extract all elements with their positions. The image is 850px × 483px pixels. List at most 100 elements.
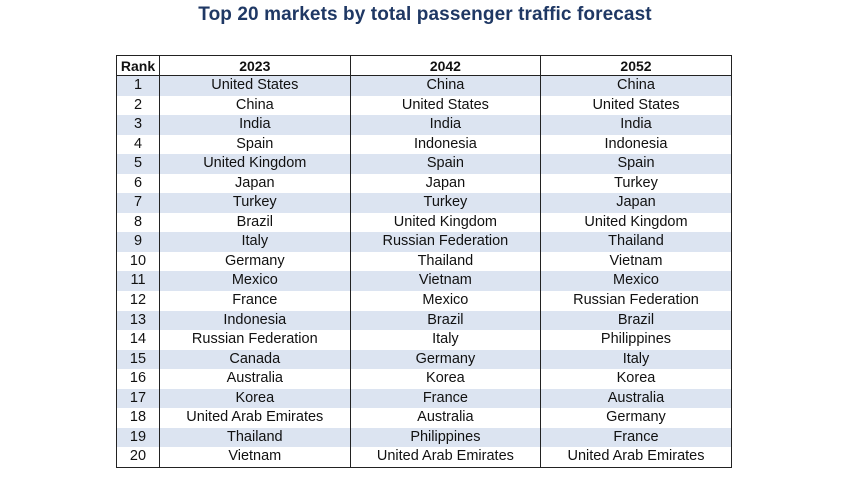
year-2042-cell: Australia: [349, 408, 542, 428]
year-2052-cell: Indonesia: [540, 134, 732, 155]
year-2052-cell: Mexico: [540, 271, 732, 292]
year-2023-cell: Indonesia: [159, 310, 351, 331]
table-row: 14 Russian Federation Italy Philippines: [116, 330, 732, 350]
year-2023-cell: Italy: [159, 232, 351, 252]
year-2023-cell: United Kingdom: [159, 154, 351, 174]
table-row: 12 France Mexico Russian Federation: [116, 291, 732, 311]
year-2052-cell: Japan: [540, 193, 732, 213]
year-2042-cell: United Kingdom: [349, 212, 542, 233]
rank-cell: 7: [116, 193, 160, 213]
year-2042-cell: Korea: [349, 369, 542, 389]
rank-cell: 5: [116, 154, 160, 174]
rank-cell: 12: [116, 291, 160, 311]
table-row: 9 Italy Russian Federation Thailand: [116, 232, 732, 252]
year-2023-cell: Vietnam: [159, 447, 351, 468]
rank-cell: 10: [116, 251, 160, 272]
year-2023-cell: Canada: [159, 349, 351, 370]
year-2023-cell: Korea: [159, 388, 351, 409]
year-2042-cell: India: [349, 115, 542, 135]
year-2042-cell: Philippines: [349, 427, 542, 448]
rank-cell: 4: [116, 134, 160, 155]
table-row: 15 Canada Germany Italy: [116, 349, 732, 370]
markets-table: Rank 2023 2042 2052 1 United States China C…: [116, 55, 732, 468]
rank-cell: 16: [116, 369, 160, 389]
year-2042-cell: Germany: [349, 349, 542, 370]
year-2042-cell: United Arab Emirates: [349, 447, 542, 468]
year-2023-cell: China: [159, 95, 351, 116]
table-header-row: Rank 2023 2042 2052: [116, 55, 732, 76]
header-2042: 2042: [349, 55, 542, 76]
table-row: 3 India India India: [116, 115, 732, 135]
year-2023-cell: Turkey: [159, 193, 351, 213]
year-2023-cell: Japan: [159, 173, 351, 194]
year-2052-cell: Turkey: [540, 173, 732, 194]
header-rank: Rank: [116, 55, 160, 76]
year-2052-cell: Philippines: [540, 330, 732, 350]
table-row: 6 Japan Japan Turkey: [116, 173, 732, 194]
year-2052-cell: China: [540, 75, 732, 96]
year-2042-cell: Mexico: [349, 291, 542, 311]
year-2052-cell: Brazil: [540, 310, 732, 331]
year-2023-cell: Australia: [159, 369, 351, 389]
year-2052-cell: India: [540, 115, 732, 135]
table-row: 10 Germany Thailand Vietnam: [116, 251, 732, 272]
year-2052-cell: Germany: [540, 408, 732, 428]
year-2023-cell: United States: [159, 75, 351, 96]
year-2052-cell: Vietnam: [540, 251, 732, 272]
table-row: 7 Turkey Turkey Japan: [116, 193, 732, 213]
table-body: 1 United States China China 2 China United Sta…: [116, 75, 732, 468]
rank-cell: 17: [116, 388, 160, 409]
year-2042-cell: United States: [349, 95, 542, 116]
rank-cell: 20: [116, 447, 160, 468]
table-row: 19 Thailand Philippines France: [116, 427, 732, 448]
header-2023: 2023: [159, 55, 351, 76]
table-row: 5 United Kingdom Spain Spain: [116, 154, 732, 174]
year-2052-cell: Italy: [540, 349, 732, 370]
year-2042-cell: Brazil: [349, 310, 542, 331]
year-2042-cell: Thailand: [349, 251, 542, 272]
rank-cell: 13: [116, 310, 160, 331]
header-2052: 2052: [540, 55, 732, 76]
table-row: 11 Mexico Vietnam Mexico: [116, 271, 732, 292]
year-2042-cell: Spain: [349, 154, 542, 174]
rank-cell: 3: [116, 115, 160, 135]
table-row: 13 Indonesia Brazil Brazil: [116, 310, 732, 331]
rank-cell: 6: [116, 173, 160, 194]
table-row: 1 United States China China: [116, 75, 732, 96]
rank-cell: 1: [116, 75, 160, 96]
year-2023-cell: Brazil: [159, 212, 351, 233]
year-2023-cell: France: [159, 291, 351, 311]
year-2052-cell: United Kingdom: [540, 212, 732, 233]
table-row: 18 United Arab Emirates Australia Germany: [116, 408, 732, 428]
table-row: 16 Australia Korea Korea: [116, 369, 732, 389]
year-2052-cell: United Arab Emirates: [540, 447, 732, 468]
rank-cell: 8: [116, 212, 160, 233]
rank-cell: 14: [116, 330, 160, 350]
year-2052-cell: United States: [540, 95, 732, 116]
year-2052-cell: Australia: [540, 388, 732, 409]
rank-cell: 2: [116, 95, 160, 116]
year-2042-cell: France: [349, 388, 542, 409]
year-2023-cell: Thailand: [159, 427, 351, 448]
year-2042-cell: Russian Federation: [349, 232, 542, 252]
rank-cell: 15: [116, 349, 160, 370]
table-row: 4 Spain Indonesia Indonesia: [116, 134, 732, 155]
year-2042-cell: Italy: [349, 330, 542, 350]
year-2042-cell: Japan: [349, 173, 542, 194]
year-2042-cell: China: [349, 75, 542, 96]
year-2052-cell: Russian Federation: [540, 291, 732, 311]
rank-cell: 11: [116, 271, 160, 292]
table-row: 20 Vietnam United Arab Emirates United Arab…: [116, 447, 732, 468]
rank-cell: 19: [116, 427, 160, 448]
year-2052-cell: Thailand: [540, 232, 732, 252]
year-2023-cell: Russian Federation: [159, 330, 351, 350]
table-row: 17 Korea France Australia: [116, 388, 732, 409]
year-2042-cell: Indonesia: [349, 134, 542, 155]
year-2052-cell: Korea: [540, 369, 732, 389]
year-2023-cell: Mexico: [159, 271, 351, 292]
year-2023-cell: India: [159, 115, 351, 135]
year-2023-cell: Germany: [159, 251, 351, 272]
year-2052-cell: France: [540, 427, 732, 448]
year-2023-cell: United Arab Emirates: [159, 408, 351, 428]
rank-cell: 9: [116, 232, 160, 252]
